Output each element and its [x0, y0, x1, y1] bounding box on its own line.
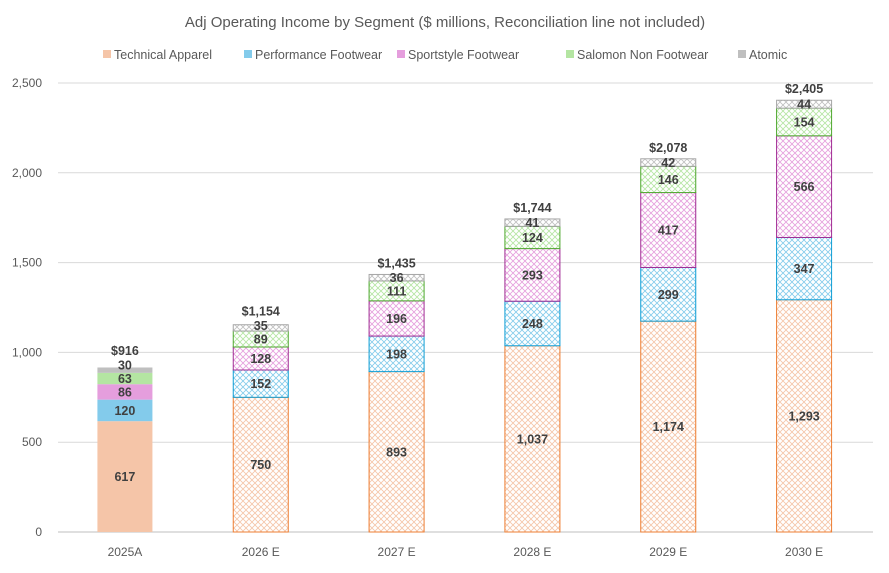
data-label: 1,293 [788, 409, 819, 423]
data-label: 124 [522, 231, 543, 245]
gridlines: 0 500 1,000 1,500 2,000 2,500 [12, 76, 873, 539]
bar-segment-salomon-non-footwear [640, 165, 697, 194]
bar-segment-salomon-non-footwear [776, 107, 833, 137]
bar-segment-atomic [97, 367, 153, 373]
legend-label: Sportstyle Footwear [408, 48, 519, 62]
y-tick-label: 500 [22, 435, 42, 449]
data-label: 347 [794, 262, 815, 276]
total-label: $2,405 [785, 82, 823, 96]
data-label: 293 [522, 268, 543, 282]
data-label: 30 [118, 358, 132, 372]
legend-swatch [738, 50, 746, 58]
x-tick-label: 2025A [108, 545, 143, 559]
x-tick-label: 2026 E [242, 545, 280, 559]
bar-segment-sportstyle-footwear [640, 192, 697, 268]
data-label: 89 [254, 333, 268, 347]
legend-label: Salomon Non Footwear [577, 48, 708, 62]
data-label: 566 [794, 180, 815, 194]
data-label: 120 [114, 404, 135, 418]
data-label: 617 [114, 470, 135, 484]
x-tick-label: 2030 E [785, 545, 823, 559]
bar-segment-technical-apparel [368, 371, 425, 533]
x-axis-labels: 2025A 2026 E 2027 E 2028 E 2029 E 2030 E [108, 545, 824, 559]
x-tick-label: 2027 E [378, 545, 416, 559]
data-label: 41 [525, 216, 539, 230]
data-label: 198 [386, 347, 407, 361]
total-label: $1,435 [377, 256, 415, 270]
data-label: 111 [387, 284, 407, 298]
total-label: $1,744 [513, 201, 551, 215]
bar-segment-performance-footwear [232, 369, 289, 398]
bar-segment-performance-footwear [640, 266, 697, 322]
bar-segment-atomic [776, 99, 833, 109]
y-tick-label: 1,500 [12, 256, 42, 270]
data-label: 152 [250, 377, 271, 391]
bar-segment-technical-apparel [640, 320, 697, 533]
data-label: 154 [794, 115, 815, 129]
data-label: 750 [250, 458, 271, 472]
bar-segment-performance-footwear [97, 399, 153, 422]
bar-segment-technical-apparel [776, 299, 833, 533]
data-label: 893 [386, 445, 407, 459]
data-label: 248 [522, 317, 543, 331]
x-tick-label: 2029 E [649, 545, 687, 559]
data-label: 1,037 [517, 432, 548, 446]
data-label: 63 [118, 372, 132, 386]
bar-segment-sportstyle-footwear [97, 384, 153, 400]
bar-segment-atomic [504, 218, 561, 227]
bar-segment-atomic [368, 273, 425, 282]
y-tick-label: 0 [35, 525, 42, 539]
data-label: 44 [797, 98, 811, 112]
bar-segment-performance-footwear [504, 300, 561, 347]
data-label: 299 [658, 288, 679, 302]
x-tick-label: 2028 E [513, 545, 551, 559]
total-label: $2,078 [649, 141, 687, 155]
legend-label: Atomic [749, 48, 787, 62]
data-label: 86 [118, 385, 132, 399]
total-label: $1,154 [242, 305, 280, 319]
legend-swatch [566, 50, 574, 58]
total-label: $916 [111, 344, 139, 358]
bar-segment-technical-apparel [232, 396, 289, 533]
data-label: 42 [661, 156, 675, 170]
y-tick-label: 2,000 [12, 166, 42, 180]
data-label: 196 [386, 312, 407, 326]
bar-segment-technical-apparel [97, 421, 153, 532]
legend-swatch [103, 50, 111, 58]
bar-segment-sportstyle-footwear [776, 135, 833, 238]
bar-segment-atomic [232, 324, 289, 332]
data-label: 35 [254, 319, 268, 333]
data-label: 36 [390, 271, 404, 285]
data-label: 1,174 [653, 420, 684, 434]
legend-label: Technical Apparel [114, 48, 212, 62]
data-label: 417 [658, 224, 679, 238]
bar-segment-performance-footwear [368, 335, 425, 373]
chart-title: Adj Operating Income by Segment ($ milli… [185, 14, 705, 31]
data-label: 128 [250, 352, 271, 366]
legend-swatch [397, 50, 405, 58]
legend-swatch [244, 50, 252, 58]
bar-segment-technical-apparel [504, 345, 561, 533]
legend: Technical Apparel Performance Footwear Spo… [103, 48, 787, 62]
y-tick-label: 1,000 [12, 345, 42, 359]
data-label: 146 [658, 173, 679, 187]
y-tick-label: 2,500 [12, 76, 42, 90]
legend-label: Performance Footwear [255, 48, 382, 62]
bar-segment-atomic [640, 158, 697, 167]
bar-segment-salomon-non-footwear [97, 372, 153, 385]
